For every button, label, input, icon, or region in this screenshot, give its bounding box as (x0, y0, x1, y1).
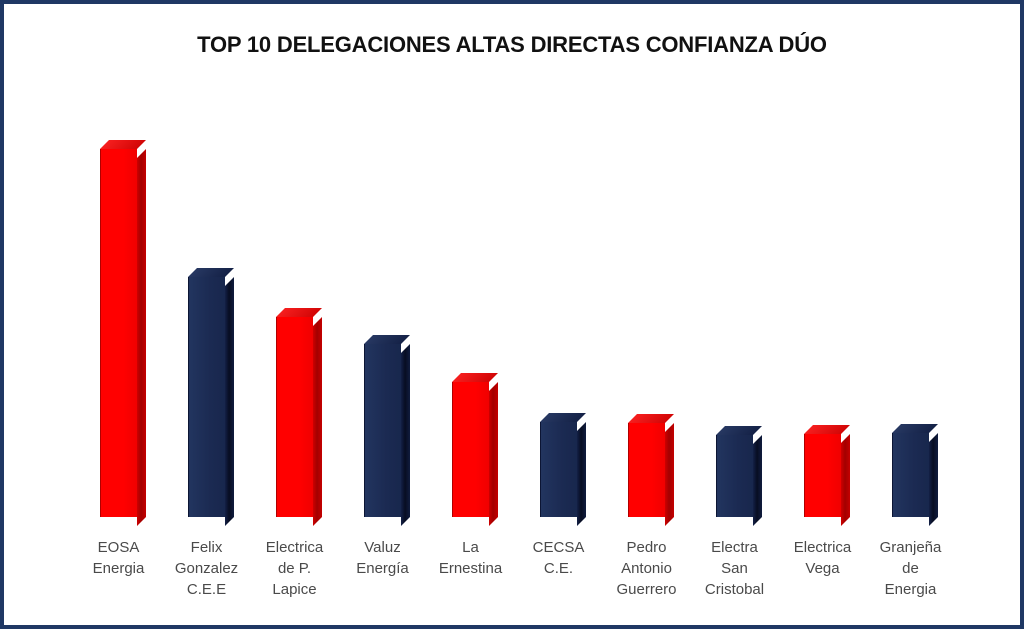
bar-1[interactable] (100, 149, 137, 517)
bar-front-face (188, 277, 225, 517)
category-label-line: Guerrero (616, 581, 677, 598)
bar-side-face (137, 149, 146, 526)
category-label-line: Felix (190, 539, 223, 556)
category-label-line: Energia (884, 581, 937, 598)
bar-top-face (716, 426, 762, 435)
bar-10[interactable] (892, 433, 929, 517)
plot-area: EOSA Energia Felix Gonzalez C.E.E Electrica de… (4, 4, 1020, 625)
bar-side-face (489, 382, 498, 526)
bar-2[interactable] (188, 277, 225, 517)
category-label-4: Valuz Energía (338, 537, 427, 579)
bar-8[interactable] (716, 435, 753, 517)
category-label-8: Electra San Cristobal (690, 537, 779, 600)
category-label-line: CECSA (532, 539, 585, 556)
bar-front-face (364, 344, 401, 517)
bar-side-face (225, 277, 234, 526)
bar-top-face (100, 140, 146, 149)
bar-top-face (628, 414, 674, 423)
bar-side-face (577, 422, 586, 526)
category-label-5: La Ernestina (426, 537, 515, 579)
bar-front-face (540, 422, 577, 517)
bar-top-face (892, 424, 938, 433)
category-label-line: de (902, 560, 919, 577)
bar-front-face (452, 382, 489, 517)
category-label-line: Lapice (272, 581, 317, 598)
category-label-line: Energia (92, 560, 145, 577)
category-label-line: Energía (356, 560, 409, 577)
bar-top-face (188, 268, 234, 277)
category-label-line: C.E.E (186, 581, 227, 598)
bar-front-face (804, 434, 841, 517)
category-label-line: Ernestina (438, 560, 503, 577)
bar-side-face (313, 317, 322, 526)
bar-top-face (804, 425, 850, 434)
bar-side-face (753, 435, 762, 526)
bar-9[interactable] (804, 434, 841, 517)
category-label-line: Antonio (621, 560, 672, 577)
bar-front-face (276, 317, 313, 517)
category-label-line: C.E. (543, 560, 574, 577)
bar-front-face (628, 423, 665, 517)
category-label-line: Electrica (793, 539, 852, 556)
bar-top-face (452, 373, 498, 382)
category-label-line: San (721, 560, 748, 577)
bar-7[interactable] (628, 423, 665, 517)
category-label-line: Valuz (364, 539, 401, 556)
category-label-line: Gonzalez (174, 560, 239, 577)
category-label-line: Electrica (265, 539, 324, 556)
bar-4[interactable] (364, 344, 401, 517)
bar-top-face (276, 308, 322, 317)
chart-title: TOP 10 DELEGACIONES ALTAS DIRECTAS CONFI… (197, 32, 827, 57)
bar-top-face (364, 335, 410, 344)
bar-side-face (401, 344, 410, 526)
category-label-10: Granjeña de Energia (866, 537, 955, 600)
category-label-line: Cristobal (704, 581, 765, 598)
bar-front-face (100, 149, 137, 517)
category-label-line: Granjeña (879, 539, 942, 556)
bar-side-face (841, 434, 850, 526)
category-label-1: EOSA Energia (74, 537, 163, 579)
category-label-line: de P. (277, 560, 312, 577)
bar-3[interactable] (276, 317, 313, 517)
category-label-9: Electrica Vega (778, 537, 867, 579)
category-label-line: EOSA (97, 539, 140, 556)
category-label-line: Pedro (626, 539, 667, 556)
bar-top-face (540, 413, 586, 422)
bar-5[interactable] (452, 382, 489, 517)
category-label-line: Electra (711, 539, 758, 556)
category-label-6: CECSA C.E. (514, 537, 603, 579)
bar-front-face (716, 435, 753, 517)
bar-6[interactable] (540, 422, 577, 517)
category-label-line: Vega (805, 560, 840, 577)
bar-side-face (665, 423, 674, 526)
category-label-line: La (462, 539, 479, 556)
category-label-3: Electrica de P. Lapice (250, 537, 339, 600)
category-label-7: Pedro Antonio Guerrero (602, 537, 691, 600)
bar-side-face (929, 433, 938, 526)
category-label-2: Felix Gonzalez C.E.E (162, 537, 251, 600)
bar-front-face (892, 433, 929, 517)
